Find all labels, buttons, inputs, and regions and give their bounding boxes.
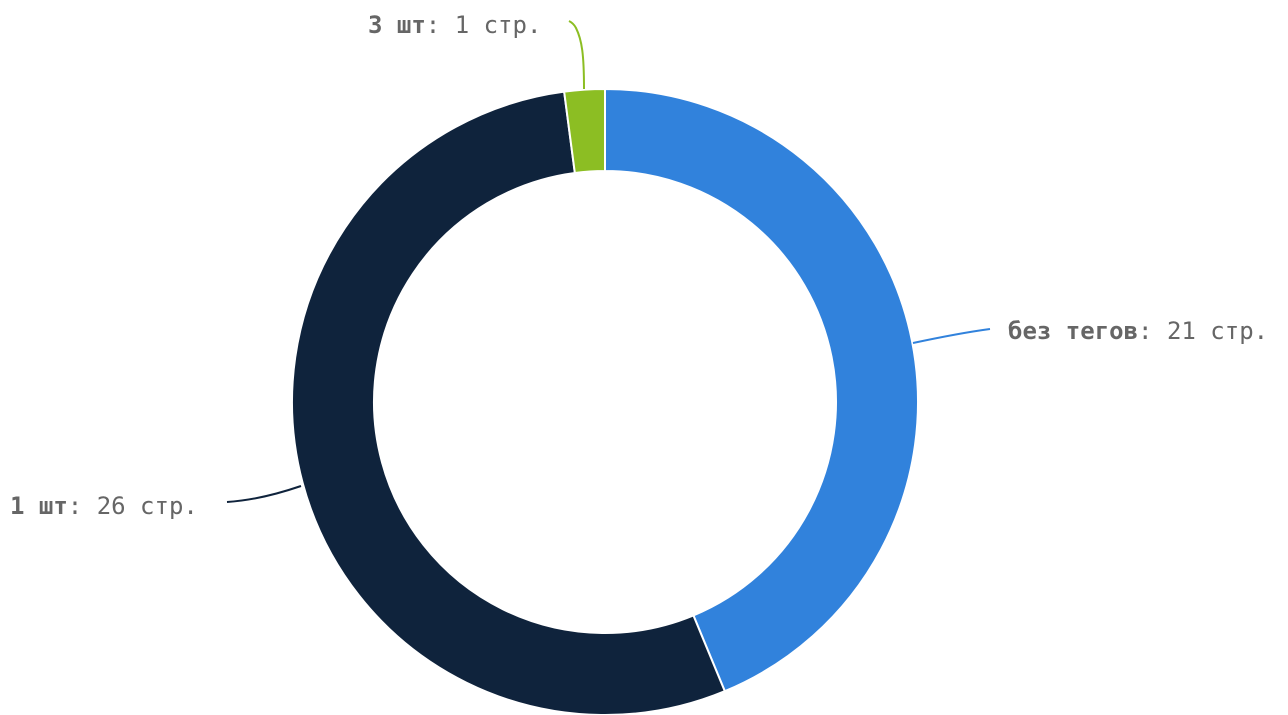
donut-slice-1[interactable] [604,88,919,693]
leader-line-1 [912,328,991,344]
slice-label-separator: : [68,492,97,520]
donut-slice-3[interactable] [563,88,606,174]
slice-label-1: без тегов: 21 стр. [1008,317,1268,345]
slice-label-separator: : [426,11,455,39]
slice-label-name: 1 шт [10,492,68,520]
slice-label-name: без тегов [1008,317,1138,345]
slice-label-value: 21 стр. [1167,317,1268,345]
slice-label-value: 1 стр. [455,11,542,39]
donut-slices [291,88,919,715]
slice-label-value: 26 стр. [97,492,198,520]
leader-line-2 [226,485,302,503]
leader-line-3 [568,20,585,90]
slice-label-separator: : [1138,317,1167,345]
slice-label-name: 3 шт [368,11,426,39]
donut-slice-2[interactable] [291,90,726,715]
slice-label-2: 1 шт: 26 стр. [10,492,198,520]
slice-label-3: 3 шт: 1 стр. [368,11,541,39]
leader-lines [226,20,991,503]
slice-labels: без тегов: 21 стр. 1 шт: 26 стр. 3 шт: 1 с… [10,11,1268,520]
